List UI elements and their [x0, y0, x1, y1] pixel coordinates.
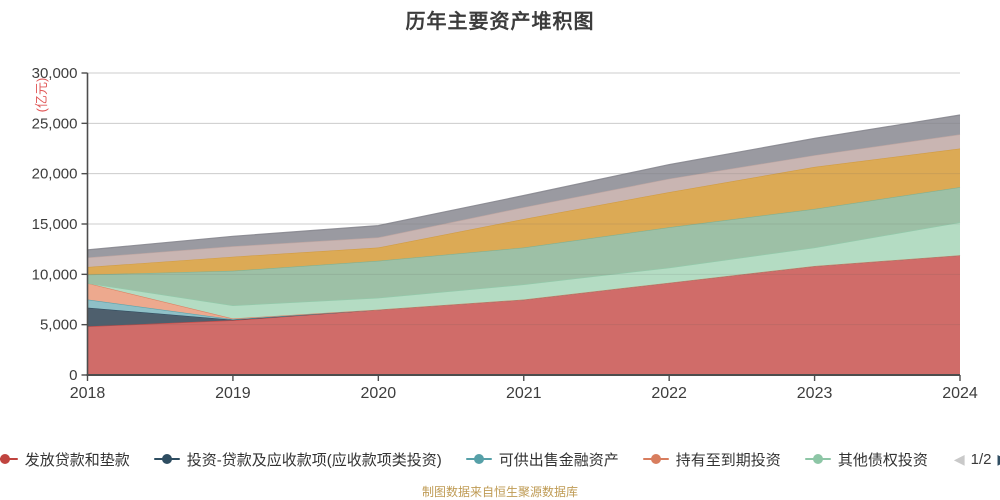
- legend-series-marker-icon: [0, 454, 18, 464]
- legend-item-1[interactable]: 发放贷款和垫款: [0, 449, 130, 470]
- legend-item-label: 持有至到期投资: [675, 451, 781, 469]
- legend-pager: ◀ 1/2 ▶: [954, 451, 1000, 468]
- y-tick-label: 5,000: [40, 317, 78, 334]
- y-tick-label: 10,000: [32, 266, 78, 283]
- legend-dot-icon: [161, 454, 172, 464]
- x-tick-label: 2020: [361, 385, 397, 402]
- legend-dot-icon: [812, 454, 823, 464]
- area-series-5[interactable]: [87, 222, 961, 319]
- area-series-2[interactable]: [87, 255, 961, 327]
- x-tick-label: 2022: [651, 385, 687, 402]
- legend-dot-icon: [473, 454, 484, 464]
- y-tick-label: 0: [69, 367, 77, 384]
- legend-series-marker-icon: [153, 454, 180, 464]
- x-tick-label: 2018: [70, 385, 106, 402]
- legend-prev-page-icon[interactable]: ◀: [953, 451, 965, 467]
- source-note: 制图数据来自恒生聚源数据库: [421, 485, 578, 499]
- x-tick-label: 2021: [506, 385, 542, 402]
- x-tick-label: 2019: [215, 385, 251, 402]
- y-tick-label: 20,000: [32, 166, 78, 183]
- y-tick-label: 30,000: [32, 65, 78, 82]
- legend-series-marker-icon: [465, 454, 492, 464]
- legend-item-label: 投资-贷款及应收款项(应收款项类投资): [186, 451, 442, 469]
- stacked-area-chart: 0 5,000 10,000 15,000 20,000 25,000 30,000 2018…: [32, 65, 978, 402]
- legend: 发放贷款和垫款 投资-贷款及应收款项(应收款项类投资) 可供出售金融资产 持有至到期投…: [0, 446, 1000, 472]
- legend-dot-icon: [650, 454, 661, 464]
- legend-item-label: 可供出售金融资产: [498, 451, 619, 469]
- x-tick-label: 2024: [942, 385, 978, 402]
- legend-item-2[interactable]: 投资-贷款及应收款项(应收款项类投资): [153, 449, 442, 470]
- x-tick-label: 2023: [797, 385, 833, 402]
- chart-title: 历年主要资产堆积图: [405, 11, 595, 33]
- legend-item-3[interactable]: 可供出售金融资产: [465, 449, 619, 470]
- legend-item-4[interactable]: 持有至到期投资: [642, 449, 781, 470]
- legend-next-page-icon[interactable]: ▶: [997, 452, 1000, 466]
- legend-page-indicator: 1/2: [970, 450, 992, 468]
- area-series-1[interactable]: [87, 255, 961, 375]
- series-line-9: [87, 114, 961, 251]
- y-tick-label: 25,000: [32, 115, 78, 132]
- y-tick-label: 15,000: [32, 216, 78, 233]
- legend-series-marker-icon: [642, 454, 669, 464]
- area-series-3[interactable]: [87, 255, 961, 320]
- area-series-6[interactable]: [87, 187, 961, 306]
- legend-dot-icon: [0, 454, 10, 464]
- legend-series-marker-icon: [804, 454, 831, 464]
- legend-item-label: 其他债权投资: [837, 451, 928, 469]
- legend-item-5[interactable]: 其他债权投资: [804, 449, 928, 470]
- legend-item-label: 发放贷款和垫款: [24, 451, 130, 469]
- y-axis-name: (亿元): [34, 78, 49, 113]
